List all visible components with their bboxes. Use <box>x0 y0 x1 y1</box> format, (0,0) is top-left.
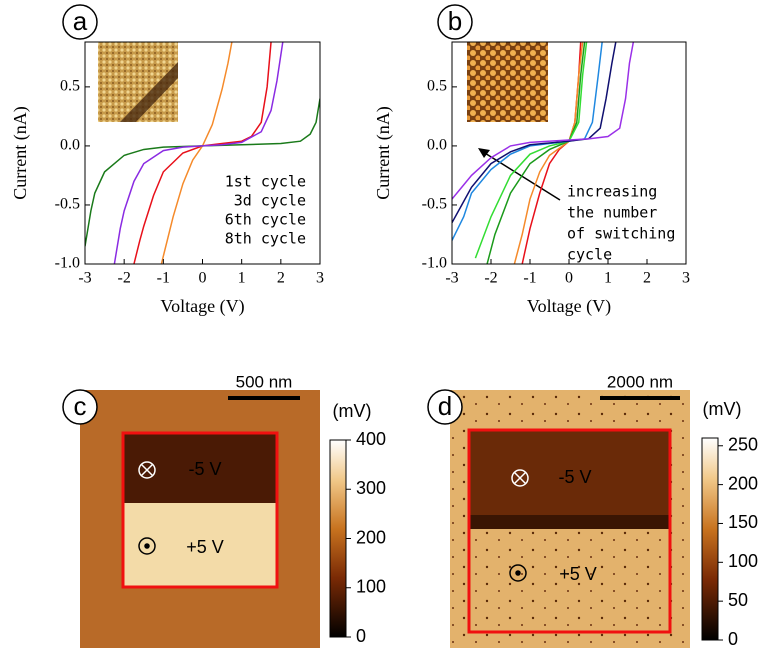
inset-image <box>467 42 548 122</box>
colorbar-tick-label: 200 <box>356 527 386 547</box>
x-tick-label: 1 <box>604 270 612 287</box>
figure: -3 -2 -1 0 1 2 3 -1.0 -0.5 0.0 0.5 Voltage (V) Curre… <box>0 0 769 648</box>
panel-label: d <box>438 391 452 421</box>
y-tick-label: -1.0 <box>422 255 447 272</box>
y-tick-label: 0.5 <box>60 78 80 95</box>
x-tick-label: -2 <box>484 270 497 287</box>
colorbar-tick-label: 0 <box>356 626 366 646</box>
y-tick-label: -0.5 <box>422 196 447 213</box>
y-tick-label: 0.0 <box>60 137 80 154</box>
scale-bar-label: 2000 nm <box>607 372 673 391</box>
x-tick-label: 0 <box>199 270 207 287</box>
panel-label: a <box>73 6 88 36</box>
colorbar-tick-label: 400 <box>356 429 386 449</box>
x-axis-label: Voltage (V) <box>527 296 611 317</box>
colorbar <box>330 440 346 637</box>
colorbar-tick-label: 200 <box>728 473 758 493</box>
colorbar-tick-label: 300 <box>356 478 386 498</box>
y-axis-label: Current (nA) <box>10 106 31 199</box>
colorbar-tick-label: 100 <box>728 551 758 571</box>
bias-label: -5 V <box>558 467 591 487</box>
legend-entry: 1st cycle <box>225 173 306 191</box>
panel-label: b <box>448 6 462 36</box>
colorbar-tick-label: 0 <box>728 629 738 648</box>
y-tick-label: -1.0 <box>55 255 80 272</box>
x-tick-label: -3 <box>78 270 91 287</box>
x-tick-label: 0 <box>565 270 573 287</box>
bias-label: +5 V <box>559 564 597 584</box>
legend-entry: 8th cycle <box>225 230 306 248</box>
bias-label: +5 V <box>186 537 224 557</box>
x-tick-label: -1 <box>523 270 536 287</box>
y-axis-label: Current (nA) <box>373 106 394 199</box>
x-tick-label: 2 <box>277 270 285 287</box>
x-tick-label: 1 <box>238 270 246 287</box>
x-tick-label: -2 <box>118 270 131 287</box>
x-tick-label: 2 <box>643 270 651 287</box>
legend-entry: 6th cycle <box>225 211 306 229</box>
colorbar-label: (mV) <box>333 401 372 421</box>
annotation: cycle <box>567 246 612 264</box>
x-axis-label: Voltage (V) <box>160 296 244 317</box>
bias-label: -5 V <box>188 459 221 479</box>
x-tick-label: -1 <box>157 270 170 287</box>
y-tick-label: -0.5 <box>55 196 80 213</box>
annotation: the number <box>567 204 657 222</box>
y-tick-label: 0.5 <box>427 78 447 95</box>
scale-bar <box>228 396 300 400</box>
colorbar-tick-label: 100 <box>356 577 386 597</box>
scale-bar <box>600 396 680 400</box>
arrow-head <box>478 148 490 158</box>
x-tick-label: 3 <box>682 270 690 287</box>
annotation: increasing <box>567 183 657 201</box>
x-tick-label: -3 <box>445 270 458 287</box>
colorbar-tick-label: 150 <box>728 512 758 532</box>
y-tick-label: 0.0 <box>427 137 447 154</box>
region-edge <box>469 515 670 529</box>
panel-label: c <box>74 391 87 421</box>
annotation: of switching <box>567 225 675 243</box>
scale-bar-label: 500 nm <box>236 372 293 391</box>
x-tick-label: 3 <box>316 270 324 287</box>
colorbar-tick-label: 250 <box>728 435 758 455</box>
colorbar <box>702 438 718 640</box>
colorbar-label: (mV) <box>703 399 742 419</box>
legend-entry: 3d cycle <box>234 192 306 210</box>
colorbar-tick-label: 50 <box>728 590 748 610</box>
